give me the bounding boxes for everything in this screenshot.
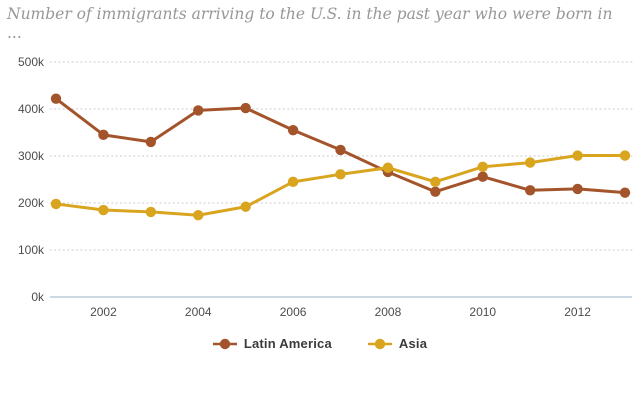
data-point-latin-america-2010 <box>477 171 488 182</box>
data-point-asia-2012 <box>572 150 583 161</box>
y-tick-label-400k: 400k <box>18 102 45 116</box>
x-tick-label-2012: 2012 <box>564 305 591 319</box>
data-point-asia-2005 <box>240 201 251 212</box>
chart-title-line1: Number of immigrants arriving to the U.S… <box>7 5 613 23</box>
y-tick-label-300k: 300k <box>18 149 45 163</box>
data-point-asia-2002 <box>98 204 109 216</box>
y-tick-label-500k: 500k <box>18 55 45 69</box>
data-point-asia-2013 <box>619 150 631 161</box>
data-point-asia-2011 <box>524 157 536 168</box>
data-point-latin-america-2005 <box>240 102 251 114</box>
x-tick-label-2004: 2004 <box>185 305 212 319</box>
data-point-asia-2008 <box>382 162 394 173</box>
legend-label-asia: Asia <box>398 336 428 351</box>
chart-title-line2: ... <box>7 24 22 42</box>
legend-marker-icon-asia <box>367 338 392 349</box>
data-point-asia-2001 <box>50 198 62 210</box>
data-point-latin-america-2001 <box>50 93 62 104</box>
data-point-latin-america-2003 <box>145 136 157 148</box>
y-tick-label-0k: 0k <box>31 290 45 304</box>
data-point-latin-america-2009 <box>430 186 441 197</box>
chart-legend: Latin America Asia <box>0 336 640 351</box>
data-point-asia-2003 <box>145 206 157 218</box>
x-tick-label-2010: 2010 <box>469 305 496 319</box>
legend-item-latin-america: Latin America <box>212 336 332 351</box>
legend-marker-icon-latin-america <box>212 338 237 349</box>
data-point-latin-america-2011 <box>524 185 536 196</box>
data-point-asia-2010 <box>477 161 488 173</box>
data-point-asia-2009 <box>430 176 441 188</box>
data-point-latin-america-2006 <box>287 124 299 136</box>
x-tick-label-2006: 2006 <box>280 305 307 319</box>
data-point-asia-2007 <box>335 169 346 180</box>
data-point-latin-america-2004 <box>193 105 204 116</box>
data-point-latin-america-2007 <box>335 144 346 156</box>
data-point-latin-america-2002 <box>98 129 109 141</box>
data-point-asia-2006 <box>287 176 299 188</box>
legend-item-asia: Asia <box>367 336 428 351</box>
line-chart-plot-area: 0k 100k 200k 300k 400k 500k 2002 2004 2006 2008 20… <box>18 55 633 319</box>
x-tick-label-2008: 2008 <box>375 305 402 319</box>
y-tick-label-100k: 100k <box>18 243 45 257</box>
y-tick-label-200k: 200k <box>18 196 45 210</box>
data-point-latin-america-2013 <box>619 187 631 198</box>
series-line-asia <box>54 154 627 217</box>
legend-label-latin-america: Latin America <box>243 336 332 351</box>
x-tick-label-2002: 2002 <box>90 305 117 319</box>
data-point-latin-america-2012 <box>572 183 583 195</box>
chart-title: Number of immigrants arriving to the U.S… <box>7 5 627 43</box>
data-point-asia-2004 <box>193 210 204 221</box>
